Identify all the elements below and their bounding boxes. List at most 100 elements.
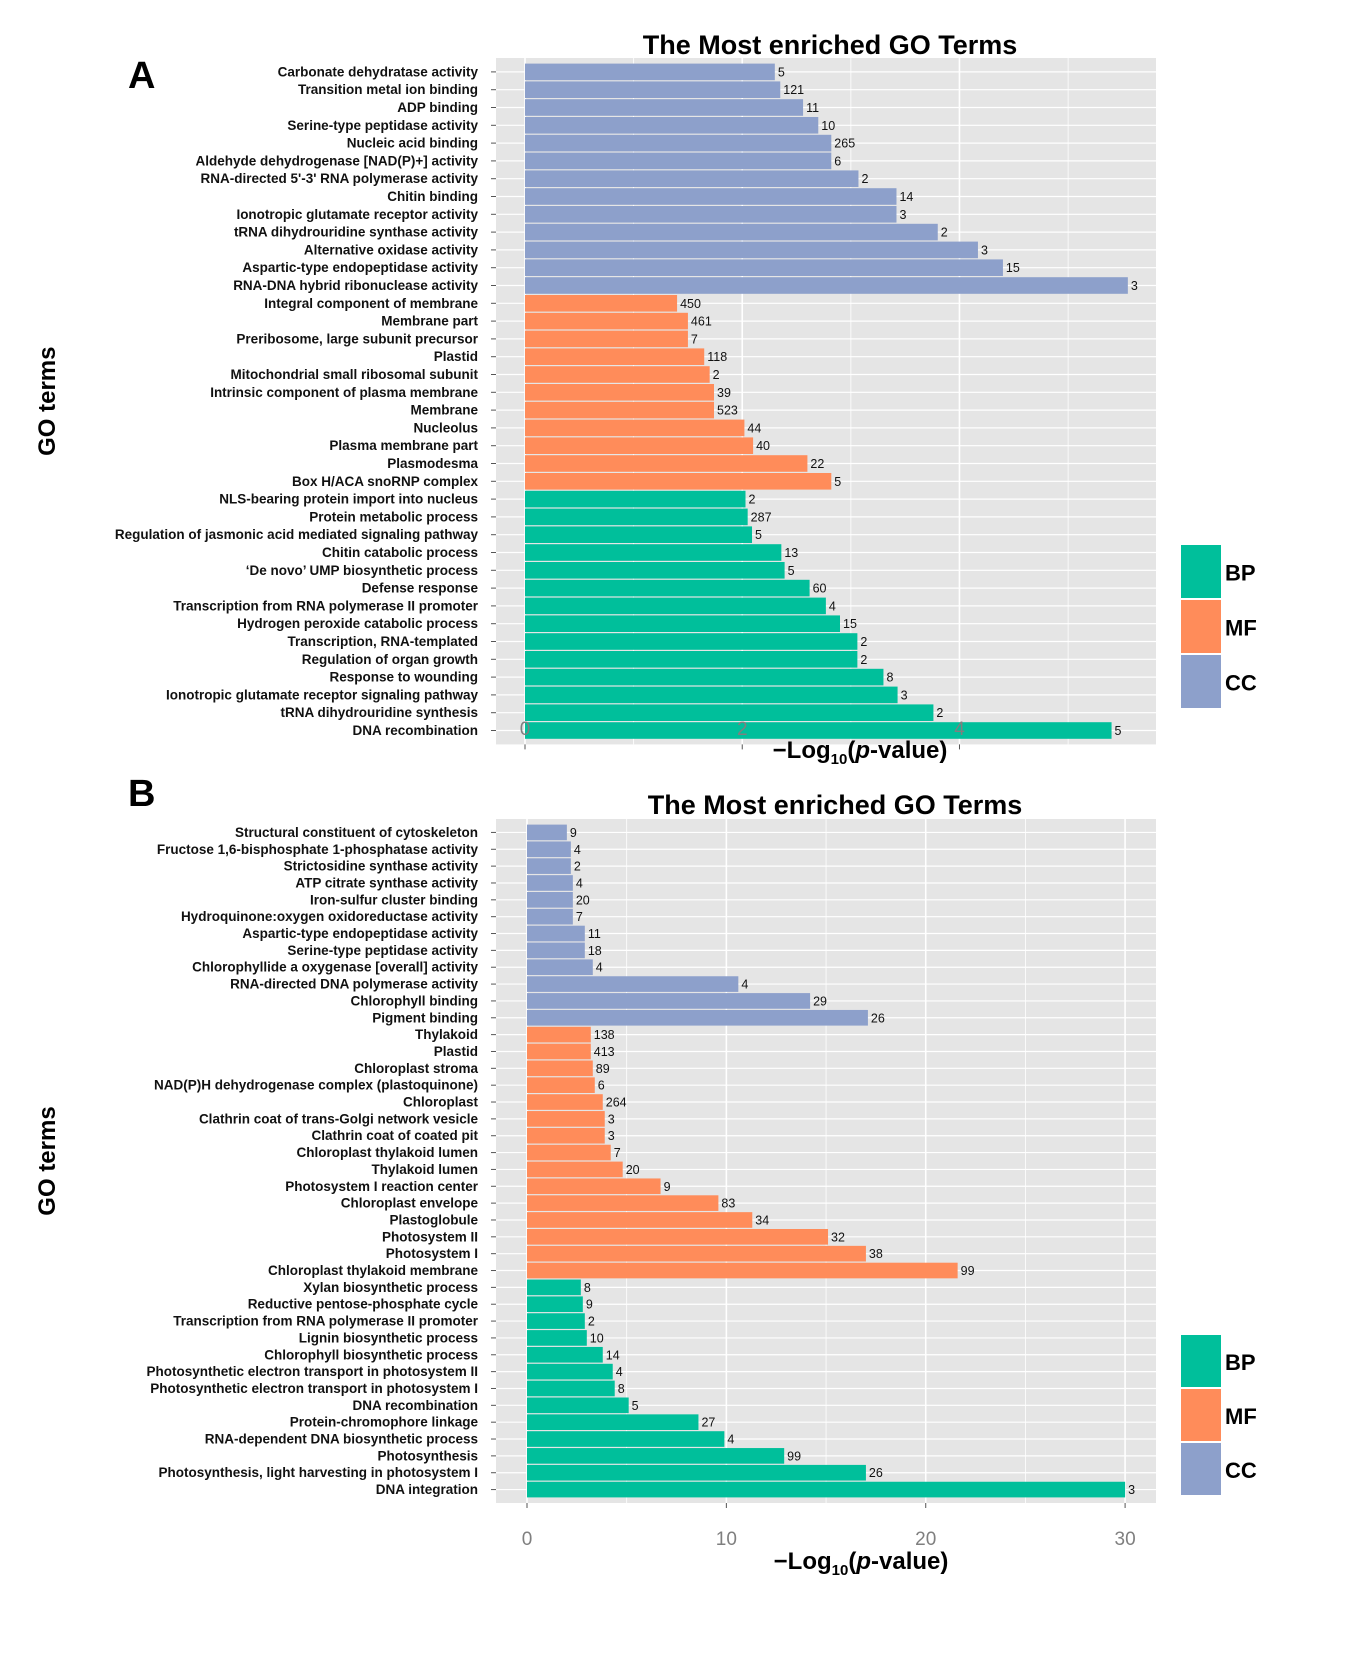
count-label: 83 [721,1197,735,1211]
count-label: 7 [614,1146,621,1160]
category-label: Hydrogen peroxide catabolic process [237,616,478,631]
bars: 5 Carbonate dehydratase activity 121 Transi… [115,63,1138,739]
chart-panel-b: B The Most enriched GO Terms 9 Structural c… [34,773,1257,1579]
category-label: tRNA dihydrouridine synthase activity [234,225,479,240]
bar [525,206,897,223]
bar [525,152,832,170]
count-label: 138 [594,1028,615,1042]
bar [525,188,897,205]
category-label: Preribosome, large subunit precursor [236,331,478,346]
count-label: 7 [576,910,583,924]
category-label: Box H/ACA snoRNP complex [292,474,479,489]
category-label: RNA-directed 5'-3' RNA polymerase activi… [200,171,478,186]
bar [525,223,938,241]
count-label: 34 [755,1213,769,1227]
bar [525,117,819,134]
category-label: Protein-chromophore linkage [290,1415,479,1430]
count-label: 10 [590,1331,604,1345]
count-label: 2 [574,860,581,874]
x-axis-title-subscript: 10 [831,751,848,768]
count-label: 265 [834,137,855,151]
x-tick-label: 4 [954,719,965,740]
category-label: Strictosidine synthase activity [284,859,479,874]
x-tick-label: 0 [520,719,531,740]
count-label: 523 [717,404,738,418]
category-label: Structural constituent of cytoskeleton [235,825,478,840]
bar [527,858,571,874]
x-axis: 0 2 4 −Log10(p-value) [520,719,965,768]
category-label: Iron-sulfur cluster binding [310,892,478,907]
category-label: Transcription from RNA polymerase II pro… [173,1314,479,1329]
bar [525,348,705,365]
bar [527,1026,591,1043]
bar [527,875,573,891]
bar [525,651,858,668]
bar [527,1431,725,1447]
category-label: tRNA dihydrouridine synthesis [280,705,478,720]
category-label: Plastoglobule [389,1212,478,1227]
bar [527,942,585,959]
bar [527,976,739,992]
count-label: 5 [755,528,762,542]
count-label: 14 [606,1348,620,1362]
count-label: 2 [749,493,756,507]
category-label: Hydroquinone:oxygen oxidoreductase activ… [181,909,479,924]
category-label: Alternative oxidase activity [304,242,479,257]
x-axis-title-open: ( [847,737,855,764]
legend-label-mf: MF [1225,1404,1257,1429]
legend-label-bp: BP [1225,1350,1256,1375]
bar [525,259,1003,276]
bar [527,1363,613,1380]
count-label: 2 [860,653,867,667]
category-label: Xylan biosynthetic process [303,1280,478,1295]
legend: BP MF CC [1181,545,1257,708]
count-label: 18 [588,944,602,958]
count-label: 3 [608,1129,615,1143]
bar [525,597,826,615]
x-axis-title: −Log10(p-value) [774,1548,949,1579]
category-label: Ionotropic glutamate receptor signaling … [166,687,479,702]
bar [525,526,753,543]
bar [525,312,688,330]
count-label: 44 [747,421,761,435]
y-axis-title: GO terms [34,347,61,456]
category-label: Plastid [434,1044,478,1059]
chart-panel-a: A The Most enriched GO Terms 5 Carbonate de… [34,30,1257,768]
category-label: Photosystem I [386,1246,478,1261]
category-label: Chlorophyll binding [351,993,478,1008]
bar [527,1094,603,1110]
count-label: 3 [608,1112,615,1126]
bar [527,1212,753,1228]
x-tick-label: 0 [522,1529,533,1550]
bar [527,824,567,841]
legend-label-cc: CC [1225,1458,1257,1483]
count-label: 3 [1131,279,1138,293]
bar [525,277,1128,294]
category-label: ATP citrate synthase activity [295,875,478,890]
category-label: Chloroplast thylakoid lumen [296,1145,478,1160]
count-label: 3 [899,208,906,222]
bar [527,1009,868,1026]
count-label: 8 [584,1281,591,1295]
x-axis-title-open: ( [848,1548,856,1575]
count-label: 20 [576,893,590,907]
bar [525,633,858,650]
bar [527,1043,591,1060]
bar [525,134,832,152]
count-label: 5 [632,1399,639,1413]
bar [525,508,748,526]
count-label: 2 [941,226,948,240]
count-label: 2 [861,172,868,186]
bar [525,615,840,632]
category-label: Chloroplast [403,1095,479,1110]
bar [525,419,745,437]
category-label: Nucleic acid binding [347,136,478,151]
bar [527,1279,581,1296]
category-label: Chloroplast thylakoid membrane [268,1263,479,1278]
category-label: Transcription from RNA polymerase II pro… [173,598,479,613]
bar [525,384,714,401]
count-label: 5 [788,564,795,578]
count-label: 22 [810,457,824,471]
x-axis-title-main: −Log [773,737,831,764]
count-label: 4 [616,1365,623,1379]
